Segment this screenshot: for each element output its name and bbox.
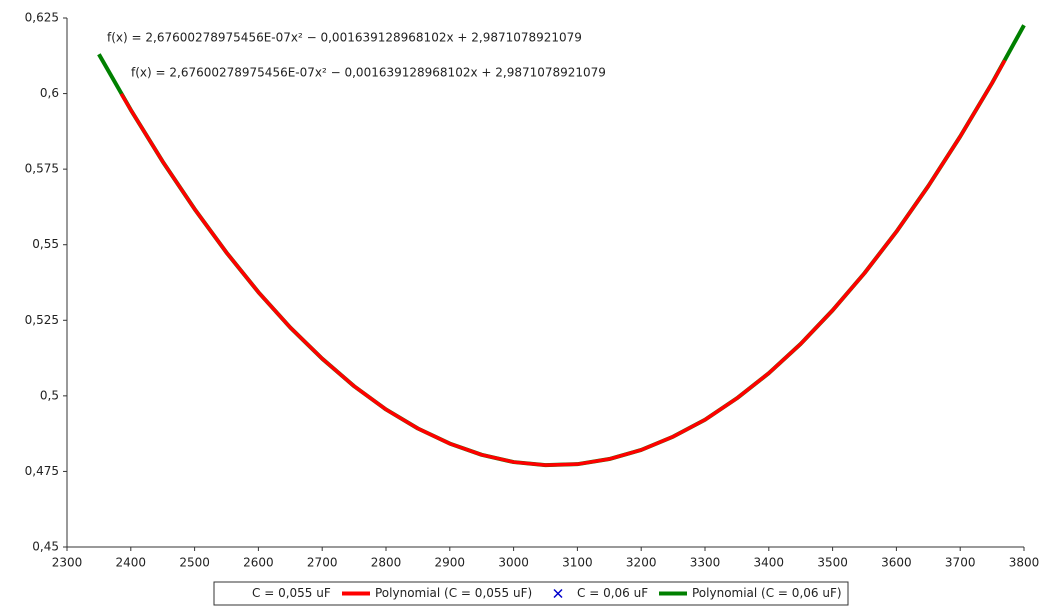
x-tick-label: 2900 [435,556,466,570]
x-tick-label: 3500 [817,556,848,570]
trendline-equation: f(x) = 2,67600278975456E-07x² − 0,001639… [131,66,606,80]
x-tick-label: 3200 [626,556,657,570]
y-tick-label: 0,5 [40,388,59,402]
x-tick-label: 3000 [498,556,529,570]
x-tick-label: 2800 [371,556,402,570]
y-tick-label: 0,45 [32,540,59,554]
trend-line [119,59,1007,467]
trendline-equation: f(x) = 2,67600278975456E-07x² − 0,001639… [107,31,582,45]
legend-label: C = 0,055 uF [252,586,331,600]
y-tick-label: 0,475 [25,464,59,478]
x-tick-label: 3300 [690,556,721,570]
x-tick-label: 3600 [881,556,912,570]
x-tick-label: 2500 [179,556,210,570]
y-tick-label: 0,6 [40,86,59,100]
x-tick-label: 3700 [945,556,976,570]
legend-label: C = 0,06 uF [577,586,648,600]
y-tick-label: 0,625 [25,11,59,25]
y-tick-label: 0,575 [25,162,59,176]
x-tick-label: 3400 [754,556,785,570]
y-tick-label: 0,55 [32,237,59,251]
y-tick-label: 0,525 [25,313,59,327]
x-tick-label: 3800 [1009,556,1040,570]
x-tick-label: 2300 [52,556,83,570]
legend-box [213,581,849,606]
legend-marker [553,588,563,599]
legend-label: Polynomial (C = 0,055 uF) [375,586,532,600]
x-tick-label: 2400 [116,556,147,570]
x-tick-label: 3100 [562,556,593,570]
legend-label: Polynomial (C = 0,06 uF) [692,586,842,600]
x-tick-label: 2600 [243,556,274,570]
x-tick-label: 2700 [307,556,338,570]
